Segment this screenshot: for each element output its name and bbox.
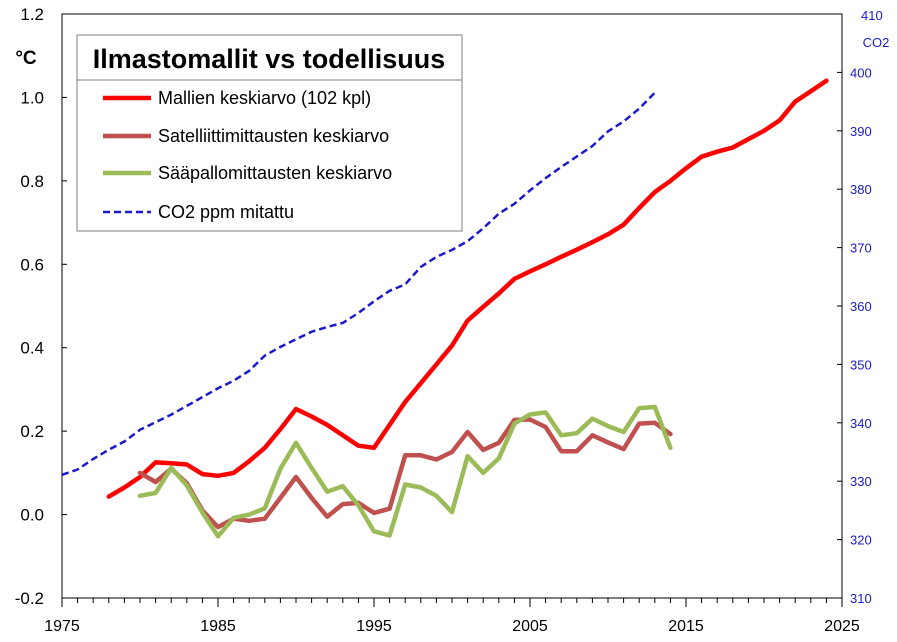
y-tick-label: 1.0 bbox=[20, 88, 44, 107]
y-axis-label: °C bbox=[15, 48, 37, 69]
chart-title: Ilmastomallit vs todellisuus bbox=[93, 44, 446, 74]
x-tick-label: 2005 bbox=[512, 618, 548, 635]
y-tick-label: 0.4 bbox=[20, 339, 44, 358]
x-tick-label: 2025 bbox=[824, 618, 860, 635]
x-axis: 1975 1985 1995 2005 2015 2025 bbox=[44, 598, 860, 635]
y2-tick-label: 330 bbox=[850, 474, 872, 489]
y2-tick-label: 390 bbox=[850, 124, 872, 139]
y2-tick-label: 360 bbox=[850, 299, 872, 314]
series-line-mallien-keskiarvo-102-kpl bbox=[106, 78, 829, 499]
left-axis: -0.2 0.0 0.2 0.4 0.6 0.8 1.0 1.2 bbox=[15, 5, 67, 608]
y-tick-label: 0.6 bbox=[20, 255, 44, 274]
y2-tick-label: 400 bbox=[850, 65, 872, 80]
y2-axis-label: CO2 bbox=[863, 35, 890, 50]
y2-tick-label: 320 bbox=[850, 533, 872, 548]
legend: Ilmastomallit vs todellisuus Mallien kes… bbox=[76, 34, 463, 232]
series-lines bbox=[61, 78, 829, 539]
x-tick-label: 2015 bbox=[668, 618, 704, 635]
legend-label: CO2 ppm mitattu bbox=[158, 202, 294, 222]
y-tick-label: 0.0 bbox=[20, 506, 44, 525]
x-tick-label: 1975 bbox=[44, 618, 80, 635]
legend-label: Satelliittimittausten keskiarvo bbox=[158, 126, 389, 146]
x-tick-label: 1995 bbox=[356, 618, 392, 635]
x-tick-label: 1985 bbox=[200, 618, 236, 635]
y-tick-label: 0.2 bbox=[20, 422, 44, 441]
series-line-s-pallomittausten-keskiarvo bbox=[137, 404, 673, 539]
right-axis: 310 320 330 340 350 360 370 380 390 400 410 bbox=[837, 8, 883, 606]
series-line-co2-ppm-mitattu bbox=[61, 91, 656, 476]
y2-tick-label: 340 bbox=[850, 416, 872, 431]
y2-tick-label: 380 bbox=[850, 182, 872, 197]
y-tick-label: 0.8 bbox=[20, 172, 44, 191]
legend-label: Sääpallomittausten keskiarvo bbox=[158, 163, 392, 183]
y-tick-label: 1.2 bbox=[20, 5, 44, 24]
y-tick-label: -0.2 bbox=[15, 589, 44, 608]
legend-title-box bbox=[76, 34, 463, 81]
y2-tick-label: 370 bbox=[850, 241, 872, 256]
y2-tick-label: 350 bbox=[850, 357, 872, 372]
legend-label: Mallien keskiarvo (102 kpl) bbox=[158, 88, 371, 108]
y2-tick-label: 410 bbox=[861, 8, 883, 23]
y2-tick-label: 310 bbox=[850, 591, 872, 606]
